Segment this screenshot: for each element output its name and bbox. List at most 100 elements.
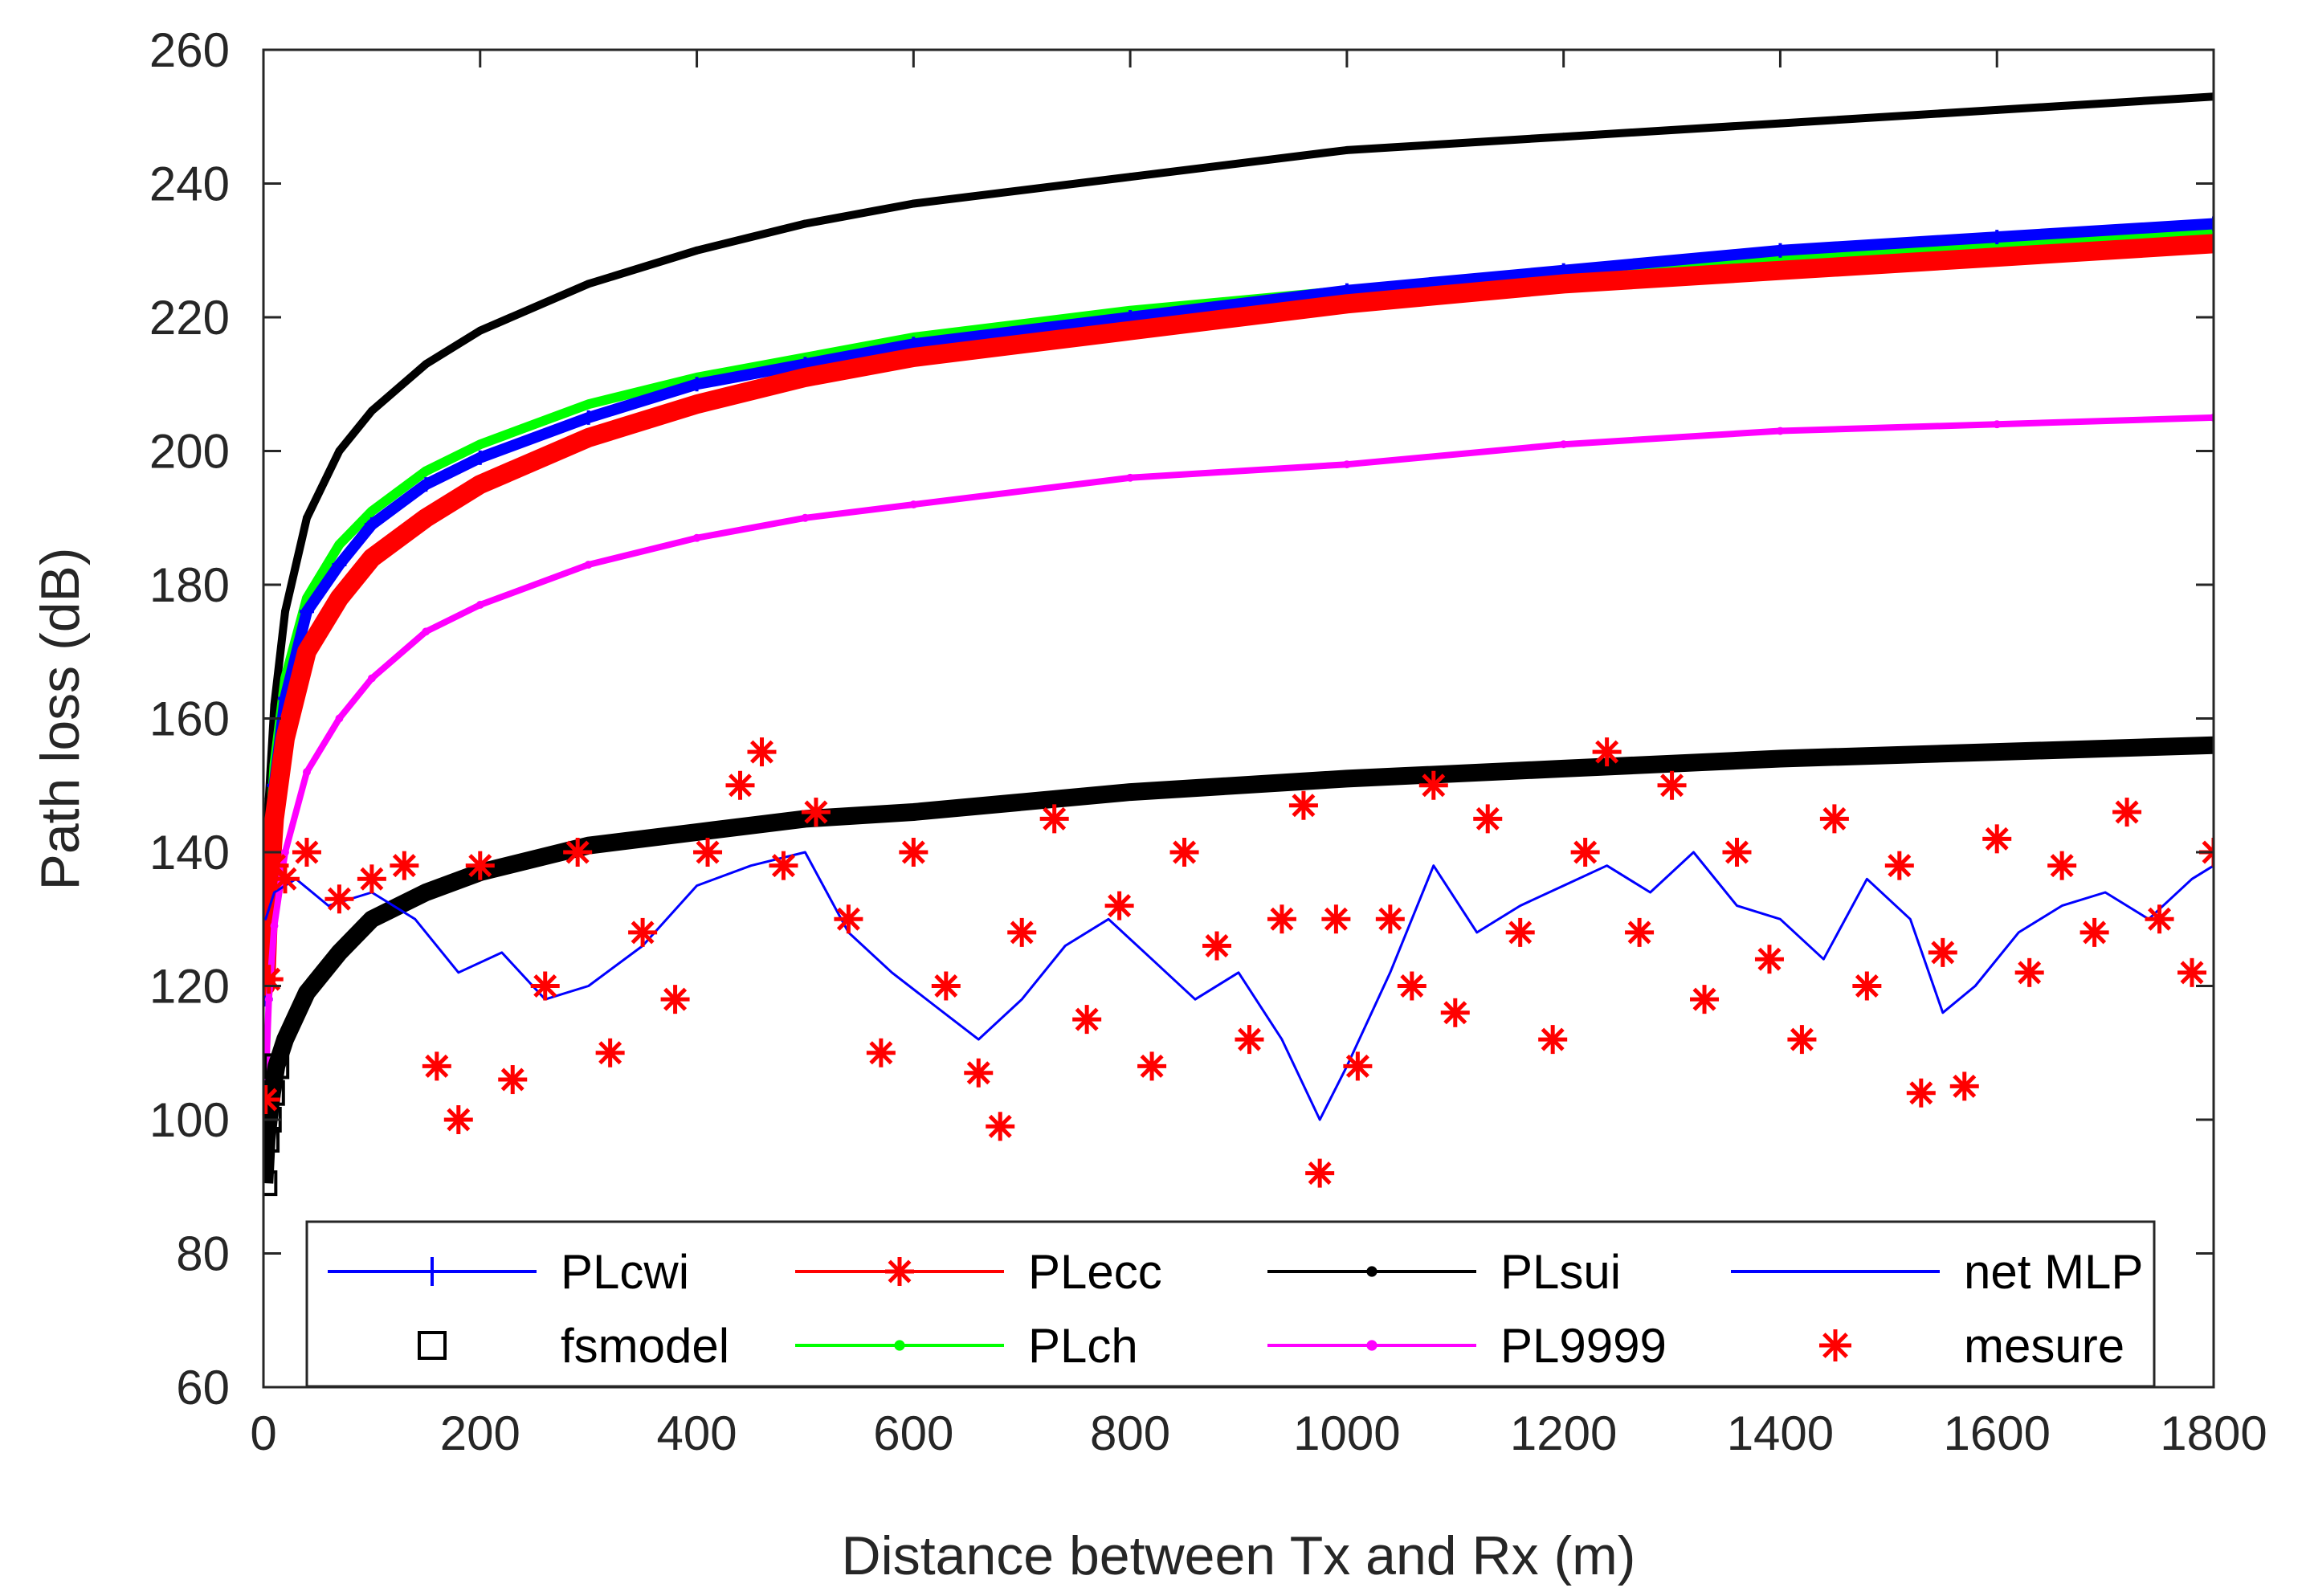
point-plecc	[1773, 263, 1788, 278]
series-layer	[263, 92, 2214, 1197]
point-pl9999	[303, 768, 311, 777]
point-plecc	[418, 510, 434, 525]
legend-marker-plch	[894, 1340, 905, 1351]
point-mesure	[1754, 945, 1784, 974]
point-pl9999	[909, 500, 918, 509]
legend-marker-plsui	[1366, 1266, 1377, 1277]
point-mesure	[1137, 1051, 1167, 1081]
point-mesure	[628, 917, 658, 947]
point-mesure	[2014, 957, 2044, 987]
point-pl9999	[1342, 460, 1351, 469]
point-plecc	[299, 644, 314, 659]
x-tick-label: 800	[1090, 1406, 1170, 1460]
y-axis-title: Path loss (dB)	[30, 547, 91, 890]
point-mesure	[1884, 851, 1914, 880]
point-plecc	[332, 590, 347, 606]
legend-label-fsmodel: fsmodel	[561, 1319, 729, 1373]
point-mesure	[1473, 804, 1503, 834]
point-plsui	[1342, 145, 1351, 154]
point-mesure	[1722, 838, 1752, 867]
point-plsui	[1776, 119, 1785, 128]
point-mesure	[986, 1112, 1015, 1141]
point-mesure	[866, 1038, 896, 1067]
legend-label-net-mlp: net MLP	[1964, 1245, 2143, 1299]
point-mesure	[1852, 971, 1882, 1001]
point-pl9999	[584, 561, 593, 569]
point-pl9999	[367, 674, 376, 683]
point-mesure	[1343, 1051, 1373, 1081]
legend-item-net-mlp: net MLP	[1731, 1245, 2143, 1299]
point-mesure	[931, 971, 961, 1001]
legend-marker-plcwi	[418, 1257, 447, 1286]
x-tick-label: 600	[873, 1406, 953, 1460]
point-plecc	[581, 430, 596, 445]
point-mesure	[725, 770, 755, 800]
legend-item-mesure: mesure	[1819, 1319, 2124, 1373]
point-plsui	[1126, 173, 1135, 182]
y-tick-label: 120	[149, 960, 230, 1014]
point-mesure	[1104, 891, 1134, 920]
point-mesure	[1787, 1025, 1817, 1055]
point-mesure	[769, 851, 798, 880]
point-mesure	[1440, 998, 1470, 1027]
point-plcwi	[689, 377, 704, 392]
y-tick-label: 200	[149, 425, 230, 479]
point-mesure	[964, 1058, 994, 1088]
x-tick-label: 0	[250, 1406, 276, 1460]
point-mesure	[2112, 798, 2142, 827]
point-mesure	[465, 851, 495, 880]
point-mesure	[1267, 904, 1296, 934]
x-tick-label: 1000	[1293, 1406, 1400, 1460]
point-pl9999	[692, 533, 701, 542]
point-mesure	[1690, 985, 1720, 1014]
legend: PLcwi PLecc PLsui net MLP fsmodel PLch PL9999 m…	[305, 1220, 2156, 1388]
legend-label-plcwi: PLcwi	[561, 1245, 689, 1299]
y-tick-label: 180	[149, 558, 230, 612]
point-plecc	[1990, 250, 2005, 265]
point-plcwi	[1773, 243, 1788, 258]
point-mesure	[324, 884, 354, 914]
point-mesure	[1657, 770, 1687, 800]
point-plsui	[1559, 133, 1568, 141]
legend-item-plecc: PLecc	[795, 1245, 1162, 1299]
y-tick-label: 140	[149, 826, 230, 880]
point-mesure	[1819, 804, 1849, 834]
point-mesure	[801, 798, 831, 827]
point-plsui	[422, 360, 431, 369]
legend-marker-plecc	[885, 1257, 914, 1286]
point-mesure	[263, 1085, 280, 1115]
x-tick-label: 1800	[2160, 1406, 2267, 1460]
point-plch	[367, 507, 376, 516]
point-mesure	[2145, 904, 2174, 934]
point-mesure	[1202, 931, 1232, 961]
point-plecc	[2206, 236, 2214, 251]
point-plsui	[303, 513, 311, 522]
point-mesure	[1305, 1158, 1335, 1188]
point-plcwi	[332, 557, 347, 573]
series-mesure	[263, 737, 2214, 1188]
legend-item-pl9999: PL9999	[1267, 1319, 1667, 1373]
point-mesure	[1375, 904, 1405, 934]
point-mesure	[1538, 1025, 1568, 1055]
x-tick-label: 1200	[1510, 1406, 1617, 1460]
point-plch	[422, 467, 431, 476]
point-mesure	[660, 985, 690, 1014]
y-tick-label: 260	[149, 23, 230, 77]
y-tick-label: 100	[149, 1093, 230, 1147]
point-mesure	[563, 838, 593, 867]
legend-marker-fsmodel	[418, 1331, 447, 1360]
point-mesure	[747, 737, 777, 767]
point-mesure	[1505, 917, 1535, 947]
point-plecc	[1123, 323, 1138, 338]
series-plecc	[263, 234, 2214, 996]
point-mesure	[1072, 1005, 1102, 1035]
point-pl9999	[270, 921, 279, 930]
point-mesure	[2047, 851, 2077, 880]
point-mesure	[263, 965, 284, 994]
point-plcwi	[581, 410, 596, 425]
point-mesure	[292, 838, 321, 867]
point-plsui	[335, 447, 344, 455]
legend-item-plcwi: PLcwi	[328, 1245, 689, 1299]
legend-label-mesure: mesure	[1964, 1319, 2124, 1373]
point-mesure	[1418, 770, 1448, 800]
